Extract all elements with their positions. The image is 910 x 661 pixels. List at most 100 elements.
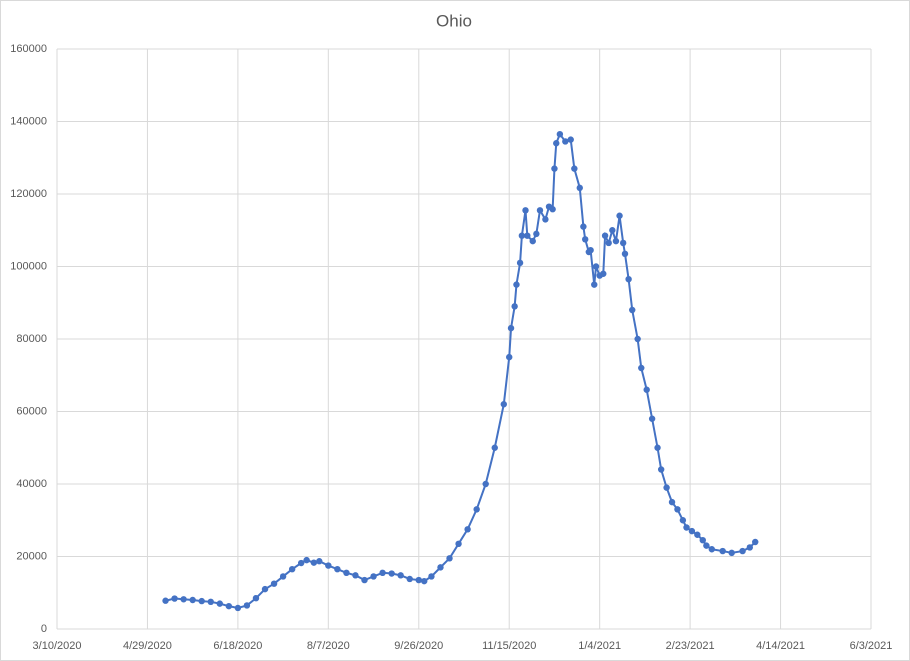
data-point: [625, 275, 632, 283]
data-point: [513, 281, 520, 288]
data-point: [638, 364, 645, 372]
data-point: [654, 444, 661, 451]
data-point: [739, 547, 746, 555]
data-point: [587, 246, 594, 254]
data-point: [171, 595, 178, 602]
y-tick-label: 80000: [16, 333, 47, 345]
y-tick-label: 160000: [10, 43, 47, 55]
data-point: [279, 573, 287, 580]
data-point: [591, 281, 598, 288]
data-point: [446, 555, 453, 562]
data-point: [752, 538, 759, 546]
data-point: [679, 517, 687, 524]
data-point: [708, 546, 716, 553]
data-point: [397, 572, 404, 579]
data-point: [592, 263, 600, 270]
data-point: [207, 598, 214, 606]
data-point: [518, 232, 526, 239]
data-point: [688, 527, 696, 535]
data-point: [746, 544, 754, 551]
data-point: [189, 596, 196, 604]
x-tick-label: 3/10/2020: [33, 640, 82, 652]
data-point: [234, 604, 242, 612]
data-point: [663, 484, 670, 491]
data-point: [553, 140, 560, 147]
x-tick-label: 1/4/2021: [578, 640, 621, 652]
data-point: [225, 602, 233, 610]
data-point: [674, 506, 681, 513]
x-tick-label: 4/14/2021: [756, 640, 805, 652]
data-point: [581, 236, 589, 243]
x-tick-label: 4/29/2020: [123, 640, 172, 652]
data-point: [616, 212, 623, 219]
x-tick-label: 6/3/2021: [850, 640, 893, 652]
data-point: [516, 259, 524, 267]
data-point: [406, 575, 413, 583]
chart-title: Ohio: [436, 11, 472, 30]
data-point: [542, 216, 549, 223]
data-point: [343, 569, 350, 577]
data-point: [634, 335, 641, 343]
data-point: [605, 239, 612, 247]
y-tick-label: 120000: [10, 188, 47, 200]
data-point: [421, 577, 428, 585]
x-tick-label: 9/26/2020: [394, 640, 443, 652]
data-point: [529, 237, 536, 245]
data-point: [388, 570, 395, 577]
x-tick-label: 8/7/2020: [307, 640, 350, 652]
x-tick-label: 2/23/2021: [666, 640, 715, 652]
data-point: [609, 227, 616, 234]
data-point: [567, 136, 574, 143]
data-point: [162, 597, 169, 604]
data-point: [619, 239, 627, 247]
data-point: [507, 324, 515, 332]
y-tick-label: 60000: [16, 405, 47, 417]
data-point: [719, 547, 726, 555]
data-point: [298, 559, 305, 567]
data-point: [506, 353, 513, 361]
data-point: [600, 270, 607, 277]
data-point: [683, 524, 690, 531]
data-point: [428, 573, 435, 580]
data-point: [455, 540, 462, 548]
data-point: [415, 576, 422, 584]
x-tick-label: 11/15/2020: [482, 640, 536, 652]
data-point: [334, 565, 341, 573]
data-point: [500, 401, 507, 408]
data-point: [464, 526, 471, 533]
data-point: [657, 466, 665, 473]
data-point: [601, 232, 609, 239]
data-point: [482, 480, 489, 488]
data-point: [728, 549, 735, 557]
data-point: [643, 386, 650, 393]
y-tick-label: 40000: [16, 478, 47, 490]
data-point: [511, 303, 518, 310]
data-point: [473, 506, 480, 513]
data-point: [325, 562, 332, 569]
data-point: [576, 184, 583, 192]
data-point: [536, 207, 544, 214]
y-tick-label: 140000: [10, 115, 47, 127]
data-point: [303, 556, 310, 564]
data-point: [580, 223, 587, 230]
data-point: [261, 585, 269, 593]
data-point: [270, 580, 278, 587]
data-point: [216, 600, 223, 607]
data-point: [252, 594, 260, 602]
data-point: [571, 165, 578, 172]
data-point: [288, 565, 296, 573]
data-point: [491, 444, 498, 451]
y-tick-label: 20000: [16, 550, 47, 562]
data-point: [629, 306, 636, 314]
data-point: [612, 237, 620, 245]
y-tick-label: 0: [41, 623, 47, 635]
data-point: [703, 542, 710, 549]
data-point: [621, 250, 629, 258]
data-point: [533, 230, 540, 238]
data-point: [549, 206, 556, 213]
x-tick-label: 6/18/2020: [213, 640, 262, 652]
data-point: [370, 573, 377, 580]
data-point: [524, 232, 531, 239]
